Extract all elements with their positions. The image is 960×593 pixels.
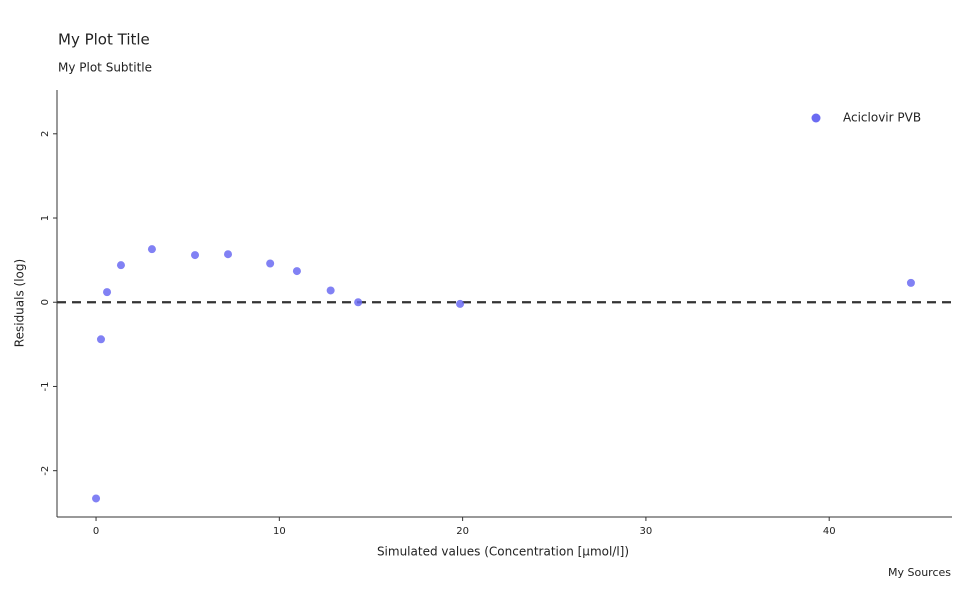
point	[116, 261, 125, 270]
point	[92, 494, 101, 503]
point	[354, 298, 363, 307]
caption: My Sources	[888, 566, 951, 579]
point	[147, 245, 156, 254]
point	[224, 250, 233, 259]
chart-title: My Plot Title	[58, 31, 150, 49]
x-tick-label: 20	[456, 526, 469, 537]
y-axis-title: Residuals (log)	[13, 259, 27, 347]
y-tick-label: -2	[40, 466, 51, 476]
x-tick-label: 30	[640, 526, 653, 537]
y-tick-label: -1	[40, 381, 51, 391]
point	[103, 288, 112, 297]
chart-subtitle: My Plot Subtitle	[58, 61, 152, 75]
point	[191, 251, 200, 260]
y-tick-label: 2	[40, 131, 51, 137]
point	[906, 278, 915, 287]
point	[326, 286, 335, 295]
y-tick-label: 1	[40, 215, 51, 221]
x-tick-label: 40	[823, 526, 836, 537]
x-tick-label: 0	[93, 526, 99, 537]
point	[292, 267, 301, 276]
point	[456, 299, 465, 308]
point	[266, 259, 275, 268]
x-axis-title: Simulated values (Concentration [µmol/l]…	[377, 545, 629, 559]
legend-marker	[811, 113, 821, 123]
y-tick-label: 0	[40, 299, 51, 305]
legend-label: Aciclovir PVB	[843, 111, 921, 125]
point	[96, 335, 105, 344]
x-tick-label: 10	[273, 526, 286, 537]
